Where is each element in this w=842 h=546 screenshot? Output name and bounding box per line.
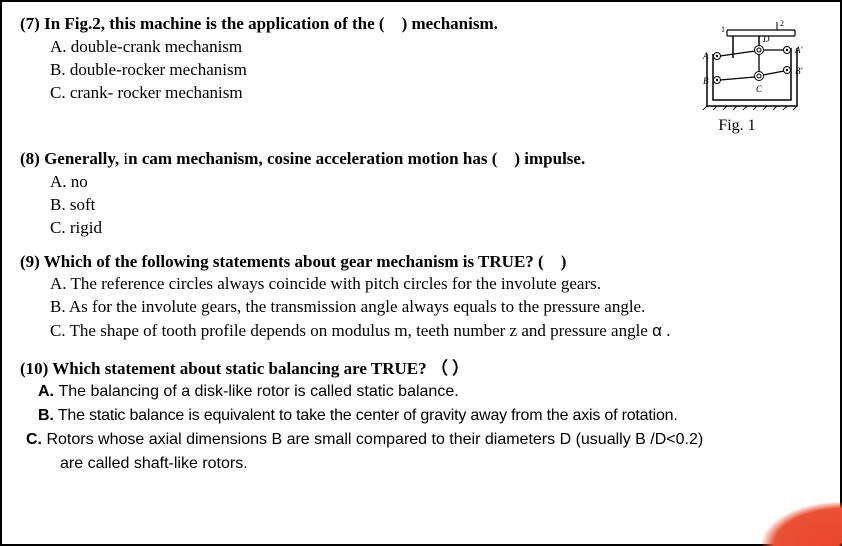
figure-1-svg: 2 1 A B D [677, 18, 807, 110]
fig-label-1: 1 [721, 25, 725, 34]
q7-option-c: C. crank- rocker mechanism [50, 82, 660, 105]
figure-1: 2 1 A B D [672, 18, 812, 135]
q8-option-c: C. rigid [50, 217, 828, 240]
q10-option-c: C. Rotors whose axial dimensions B are s… [38, 427, 828, 451]
q10-c-text1: Rotors whose axial dimensions B are smal… [46, 431, 703, 448]
q9-option-b: B. As for the involute gears, the transm… [50, 295, 828, 318]
q10-option-c-cont: are called shaft-like rotors. [60, 451, 828, 475]
q9-c-post: . [662, 321, 671, 340]
q10-c-text2: are called shaft-like rotors. [60, 455, 248, 472]
fig-label-A2: A' [794, 45, 803, 55]
q10-prompt: (10) Which statement about static balanc… [20, 359, 469, 378]
q7-option-a: A. double-crank mechanism [50, 36, 660, 59]
q7-prompt-pre: (7) In Fig.2, this machine is the applic… [20, 14, 385, 33]
q10-a-text: The balancing of a disk-like rotor is ca… [58, 383, 458, 400]
q10-c-b: C. [26, 431, 46, 448]
fig-label-C: C [756, 84, 763, 94]
q10-b-b: B. [38, 407, 58, 424]
q8-options: A. no B. soft C. rigid [50, 171, 828, 240]
q7-prompt-post: ) mechanism. [402, 14, 498, 33]
fig-label-A: A [702, 51, 709, 61]
q7-options: A. double-crank mechanism B. double-rock… [50, 36, 660, 105]
q8-option-b: B. soft [50, 194, 828, 217]
q10-option-b: B. The static balance is equivalent to t… [38, 403, 828, 427]
q9-option-c: C. The shape of tooth profile depends on… [50, 319, 828, 342]
q9-c-pre: C. The shape of tooth profile depends on… [50, 321, 652, 340]
q8-prompt-post: ) impulse. [514, 149, 585, 168]
q7-text-wrap: (7) In Fig.2, this machine is the applic… [20, 14, 660, 105]
q10-a-b: A. [38, 383, 58, 400]
q10-options: A. The balancing of a disk-like rotor is… [38, 379, 828, 475]
fig-label-2: 2 [780, 19, 784, 28]
page-content: (7) In Fig.2, this machine is the applic… [2, 2, 840, 497]
q8-prompt-pre: (8) Generally, [20, 149, 123, 168]
q7-option-b: B. double-rocker mechanism [50, 59, 660, 82]
question-9: (9) Which of the following statements ab… [20, 252, 828, 342]
q9-prompt: (9) Which of the following statements ab… [20, 252, 566, 271]
figure-1-caption: Fig. 1 [672, 117, 802, 135]
q9-options: A. The reference circles always coincide… [50, 272, 828, 342]
q10-b-text: The static balance is equivalent to take… [58, 407, 678, 424]
question-8: (8) Generally, in cam mechanism, cosine … [20, 149, 828, 240]
q8-prompt-mid: n cam mechanism, cosine acceleration mot… [128, 149, 497, 168]
fig-label-D: D [762, 34, 770, 44]
question-7: (7) In Fig.2, this machine is the applic… [20, 14, 828, 105]
q10-option-a: A. The balancing of a disk-like rotor is… [38, 379, 828, 403]
question-10: (10) Which statement about static balanc… [20, 354, 828, 475]
q8-option-a: A. no [50, 171, 828, 194]
fig-label-B: B [703, 76, 709, 86]
q9-c-alpha: α [652, 321, 662, 340]
corner-decoration [762, 502, 842, 546]
q9-option-a: A. The reference circles always coincide… [50, 272, 828, 295]
